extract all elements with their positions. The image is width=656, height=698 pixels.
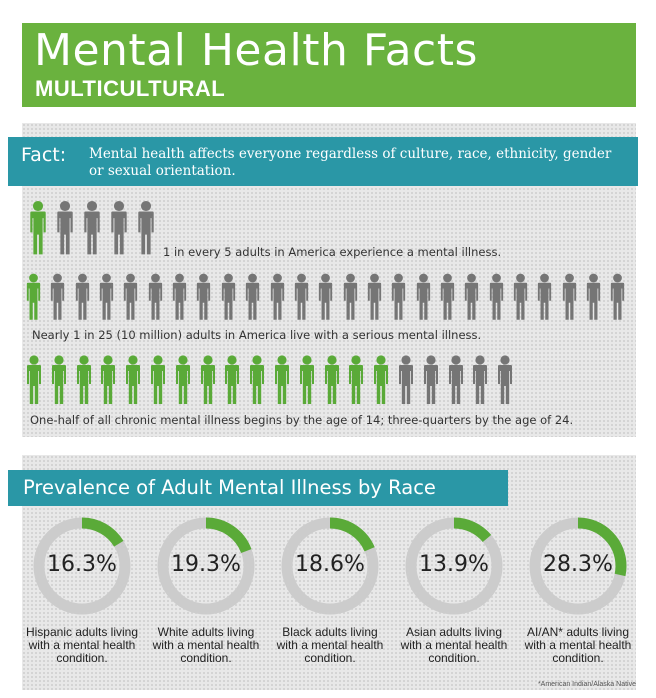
person-icon: [535, 272, 554, 327]
person-icon: [446, 355, 466, 410]
ring-value: 13.9%: [419, 552, 489, 577]
person-icon: [73, 272, 92, 327]
prevalence-banner: Prevalence of Adult Mental Illness by Ra…: [8, 470, 508, 506]
highlighted-person-icon: [24, 355, 44, 410]
ring-percent-arc: [405, 517, 503, 615]
ring-value: 28.3%: [543, 552, 613, 577]
highlighted-person-icon: [173, 355, 193, 410]
donut-ring: [155, 515, 257, 617]
highlighted-person-icon: [148, 355, 168, 410]
person-icon: [341, 272, 360, 327]
highlighted-person-icon: [371, 355, 391, 410]
stat-caption-2: Nearly 1 in 25 (10 million) adults in Am…: [32, 328, 482, 342]
person-icon: [495, 355, 515, 410]
ring-value: 16.3%: [47, 552, 117, 577]
person-icon: [135, 200, 157, 261]
ring-label: AI/AN* adults living with a mental healt…: [524, 625, 632, 665]
person-icon: [396, 355, 416, 410]
person-icon: [462, 272, 481, 327]
person-icon: [268, 272, 287, 327]
person-icon: [48, 272, 67, 327]
highlighted-person-icon: [123, 355, 143, 410]
person-icon: [81, 200, 103, 261]
person-icon: [470, 355, 490, 410]
highlighted-person-icon: [322, 355, 342, 410]
footnote: *American Indian/Alaska Native: [537, 681, 636, 688]
person-icon: [194, 272, 213, 327]
ring-value: 19.3%: [171, 552, 241, 577]
person-icon: [243, 272, 262, 327]
highlighted-person-icon: [49, 355, 69, 410]
person-icon: [511, 272, 530, 327]
highlighted-person-icon: [247, 355, 267, 410]
donut-ring: [527, 515, 629, 617]
highlighted-person-icon: [272, 355, 292, 410]
ring-value: 18.6%: [295, 552, 365, 577]
fact-banner: Fact: Mental health affects everyone reg…: [8, 137, 638, 186]
ring-percent-arc: [281, 517, 379, 615]
ring-label: Black adults living with a mental health…: [276, 625, 384, 665]
person-icon: [121, 272, 140, 327]
donut-ring: [279, 515, 381, 617]
page-title: Mental Health Facts: [34, 25, 478, 76]
stat-caption-3: One-half of all chronic mental illness b…: [30, 413, 574, 427]
stat-caption-1: 1 in every 5 adults in America experienc…: [163, 245, 502, 259]
person-icon: [487, 272, 506, 327]
person-icon: [292, 272, 311, 327]
ring-label: Asian adults living with a mental health…: [400, 625, 508, 665]
person-icon: [146, 272, 165, 327]
person-icon: [219, 272, 238, 327]
highlighted-person-icon: [222, 355, 242, 410]
highlighted-person-icon: [98, 355, 118, 410]
donut-ring: [31, 515, 133, 617]
person-icon: [584, 272, 603, 327]
header-banner: Mental Health Facts MULTICULTURAL: [22, 23, 636, 107]
highlighted-person-icon: [198, 355, 218, 410]
highlighted-person-icon: [74, 355, 94, 410]
ring-percent-arc: [157, 517, 255, 615]
page-subtitle: MULTICULTURAL: [35, 76, 226, 101]
person-icon: [438, 272, 457, 327]
highlighted-person-icon: [346, 355, 366, 410]
highlighted-person-icon: [27, 200, 49, 261]
person-icon: [608, 272, 627, 327]
person-icon: [414, 272, 433, 327]
person-icon: [108, 200, 130, 261]
person-icon: [560, 272, 579, 327]
person-icon: [54, 200, 76, 261]
person-icon: [170, 272, 189, 327]
prevalence-title: Prevalence of Adult Mental Illness by Ra…: [23, 476, 436, 499]
fact-text: Mental health affects everyone regardles…: [89, 146, 612, 179]
ring-label: White adults living with a mental health…: [152, 625, 260, 665]
person-icon: [421, 355, 441, 410]
ring-label: Hispanic adults living with a mental hea…: [25, 625, 139, 665]
highlighted-person-icon: [297, 355, 317, 410]
ring-percent-arc: [33, 517, 131, 615]
donut-ring: [403, 515, 505, 617]
person-icon: [316, 272, 335, 327]
fact-label: Fact:: [21, 144, 67, 166]
person-icon: [97, 272, 116, 327]
person-icon: [389, 272, 408, 327]
ring-percent-arc: [529, 517, 627, 615]
highlighted-person-icon: [24, 272, 43, 327]
person-icon: [365, 272, 384, 327]
